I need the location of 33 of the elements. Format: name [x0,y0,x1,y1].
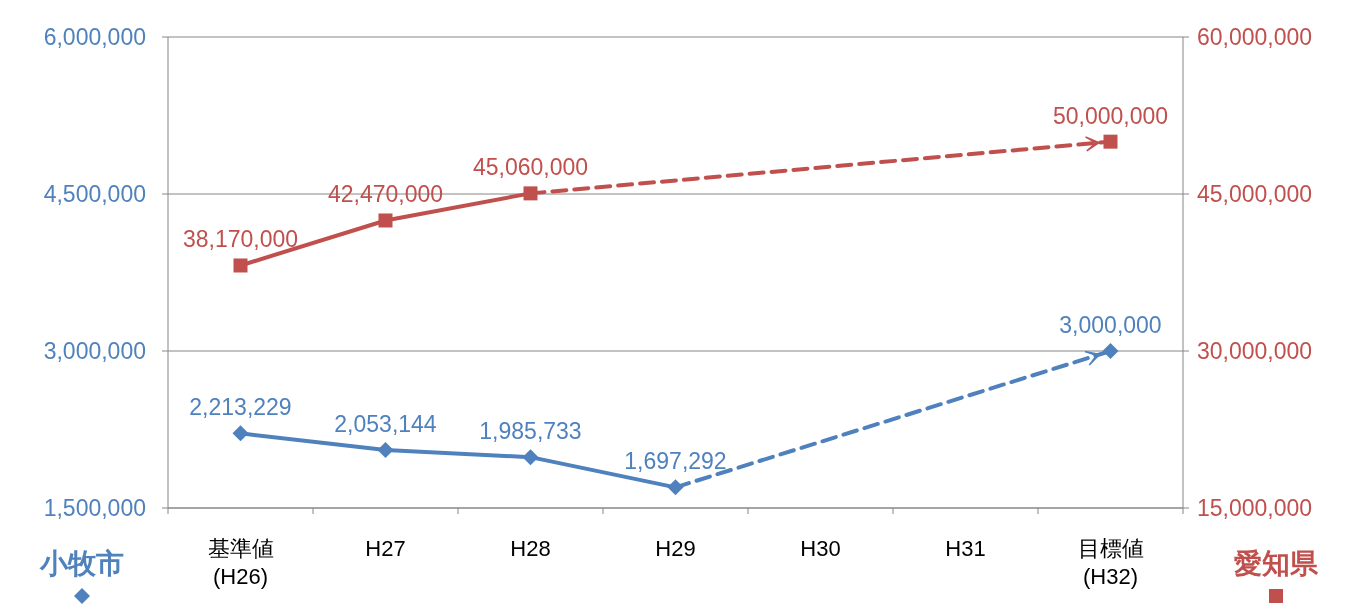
data-label: 2,053,144 [334,411,437,438]
data-label: 3,000,000 [1059,312,1162,338]
y2-tick-label: 45,000,000 [1197,181,1313,207]
point [232,425,249,442]
x-tick-label: 基準値 (H26) [207,536,274,589]
point [233,258,248,273]
data-label: 38,170,000 [182,226,299,253]
x-tick-label: H31 [945,536,986,561]
data-label: 1,985,733 [479,418,582,445]
y-tick-label: 1,500,000 [43,495,146,521]
text: 愛知県 [1234,548,1319,579]
y-tick-label: 4,500,000 [43,181,146,207]
text: 小牧市 [39,548,124,579]
data-label: 45,060,000 [472,154,589,181]
x-tick-label: H30 [800,536,841,561]
point [1103,134,1118,149]
x-tick-label: 目標値 (H32) [1077,536,1144,589]
data-label: 50,000,000 [1052,102,1169,129]
point [1102,343,1119,359]
data-label: 1,697,292 [624,448,727,475]
point [522,449,539,466]
y2-tick-label: 15,000,000 [1197,495,1313,521]
point [377,442,394,459]
x-tick-label: H29 [655,536,696,561]
y2-tick-label: 30,000,000 [1197,338,1313,364]
y2-tick-label: 60,000,000 [1197,24,1313,50]
data-label: 42,470,000 [327,181,444,208]
x-tick-label: H27 [365,536,406,561]
data-label: 2,213,229 [189,394,292,421]
x-tick-label: H28 [510,536,551,561]
point [378,213,393,228]
y-tick-label: 3,000,000 [43,338,146,364]
y-tick-label: 6,000,000 [43,24,146,50]
